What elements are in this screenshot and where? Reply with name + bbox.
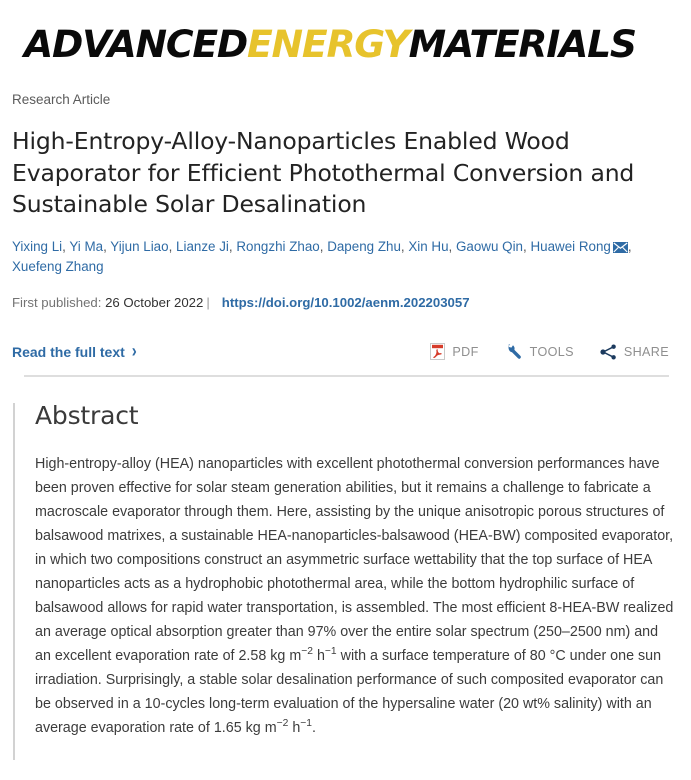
abstract-part: h	[312, 647, 325, 664]
author-link[interactable]: Lianze Ji	[176, 238, 229, 254]
chevron-right-icon: ›	[131, 341, 137, 363]
journal-logo: ADVANCEDENERGYMATERIALS	[24, 26, 691, 63]
author-link[interactable]: Dapeng Zhu	[327, 238, 401, 254]
article-type-label: Research Article	[12, 92, 111, 107]
author-link[interactable]: Rongzhi Zhao	[236, 238, 320, 254]
journal-logo-word-energy: ENERGY	[246, 23, 410, 66]
article-header: Research Article High-Entropy-Alloy-Nano…	[0, 92, 691, 377]
abstract-heading: Abstract	[35, 400, 139, 430]
author-link[interactable]: Gaowu Qin	[456, 238, 523, 254]
pdf-button[interactable]: PDF	[430, 343, 479, 361]
pdf-label: PDF	[452, 344, 479, 359]
abstract-part: High-entropy-alloy (HEA) nanoparticles w…	[35, 455, 674, 664]
pubinfo-separator: |	[206, 295, 210, 311]
author-link[interactable]: Yixing Li	[12, 238, 63, 254]
tools-button[interactable]: TOOLS	[505, 343, 574, 361]
abstract-part: −2	[276, 718, 289, 730]
wrench-icon	[505, 343, 523, 361]
abstract-section: Abstract High-entropy-alloy (HEA) nanopa…	[0, 400, 691, 761]
author-link[interactable]: Xin Hu	[408, 238, 449, 254]
article-tools: PDF TOOLS	[430, 343, 669, 361]
journal-logo-word-advanced: ADVANCED	[24, 23, 248, 66]
envelope-icon[interactable]	[612, 239, 628, 253]
author-link[interactable]: Huawei Rong	[530, 238, 611, 254]
abstract-part: h	[288, 719, 301, 736]
tools-label: TOOLS	[529, 344, 574, 359]
first-published-date: 26 October 2022	[105, 295, 204, 311]
page-title: High-Entropy-Alloy-Nanoparticles Enabled…	[12, 127, 635, 219]
publication-info: First published: 26 October 2022 | https:/…	[12, 294, 675, 312]
abstract-part: with a surface temperature of 80 °C unde…	[35, 647, 664, 736]
share-button[interactable]: SHARE	[600, 344, 669, 360]
article-action-bar: Read the full text › PDF	[12, 341, 675, 363]
abstract-part: −2	[301, 646, 313, 658]
share-icon	[600, 344, 617, 360]
section-divider	[24, 374, 669, 377]
author-list: Yixing Li, Yi Ma, Yijun Liao, Lianze Ji,…	[12, 238, 632, 275]
abstract-part: −1	[300, 718, 313, 730]
doi-link[interactable]: https://doi.org/10.1002/aenm.202203057	[221, 295, 470, 311]
read-full-text-label: Read the full text	[12, 343, 125, 360]
author-link[interactable]: Yijun Liao	[110, 238, 169, 254]
journal-logo-word-materials: MATERIALS	[408, 23, 637, 66]
read-full-text-link[interactable]: Read the full text ›	[12, 341, 137, 363]
pdf-icon	[430, 343, 446, 361]
abstract-part: −1	[324, 646, 337, 658]
author-link[interactable]: Xuefeng Zhang	[12, 259, 104, 275]
abstract-text: High-entropy-alloy (HEA) nanoparticles w…	[35, 452, 675, 740]
share-label: SHARE	[623, 344, 669, 359]
author-link[interactable]: Yi Ma	[69, 238, 104, 254]
first-published-label: First published:	[12, 295, 102, 311]
abstract-part: .	[312, 719, 316, 736]
journal-masthead: ADVANCEDENERGYMATERIALS	[0, 0, 691, 92]
